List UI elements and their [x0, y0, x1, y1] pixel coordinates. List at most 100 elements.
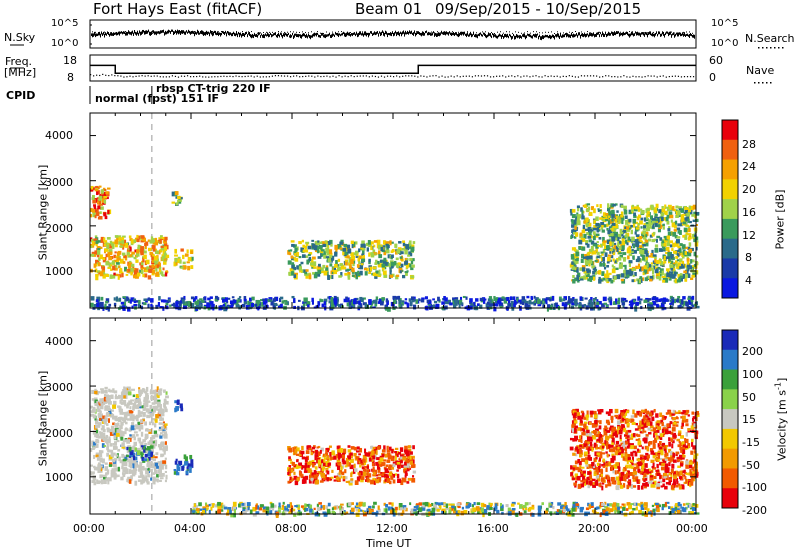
scatter-cell	[321, 303, 325, 308]
scatter-cell	[330, 252, 333, 257]
nave-sample	[444, 76, 446, 78]
scatter-cell	[405, 246, 410, 251]
scatter-cell	[628, 263, 631, 268]
nsky-sample	[629, 33, 630, 38]
scatter-cell	[346, 255, 350, 259]
scatter-cell	[601, 229, 605, 233]
scatter-cell	[578, 246, 583, 250]
scatter-cell	[198, 305, 201, 310]
nsky-sample	[676, 32, 677, 35]
scatter-cell	[376, 457, 380, 461]
nsky-sample	[651, 33, 652, 36]
scatter-cell	[610, 255, 614, 259]
scatter-cell	[293, 475, 297, 480]
scatter-cell	[609, 251, 612, 254]
scatter-cell	[95, 263, 98, 267]
nsearch-sample	[206, 32, 207, 34]
nsearch-sample	[158, 32, 159, 34]
scatter-cell	[102, 269, 106, 275]
nsky-sample	[460, 31, 461, 35]
scatter-cell	[142, 439, 146, 443]
nsky-sample	[482, 34, 483, 37]
nsearch-sample	[518, 31, 519, 33]
scatter-cell	[669, 214, 674, 219]
scatter-cell	[254, 303, 258, 307]
scatter-cell	[599, 217, 603, 220]
scatter-cell	[352, 263, 355, 267]
scatter-cell	[619, 254, 624, 258]
scatter-cell	[342, 460, 346, 465]
nsky-sample	[670, 31, 671, 35]
scatter-cell	[150, 451, 154, 456]
scatter-cell	[340, 466, 343, 471]
scatter-cell	[133, 300, 137, 304]
scatter-cell	[390, 261, 395, 267]
nsearch-sample	[338, 31, 339, 33]
nave-sample	[568, 75, 570, 77]
scatter-cell	[596, 204, 599, 208]
nsky-sample	[432, 32, 433, 36]
scatter-cell	[469, 298, 473, 303]
nsky-sample	[423, 31, 424, 36]
scatter-cell	[327, 244, 330, 250]
scatter-cell	[329, 477, 333, 481]
scatter-cell	[375, 273, 379, 277]
scatter-cell	[156, 401, 161, 405]
scatter-cell	[493, 296, 496, 300]
scatter-cell	[91, 480, 96, 484]
scatter-cell	[479, 304, 483, 309]
scatter-cell	[366, 469, 370, 473]
scatter-cell	[682, 247, 686, 250]
nsky-sample	[641, 32, 642, 35]
scatter-cell	[97, 462, 101, 467]
scatter-cell	[106, 237, 111, 240]
scatter-cell	[589, 277, 593, 282]
scatter-cell	[327, 274, 330, 280]
nave-sample	[293, 75, 295, 77]
scatter-cell	[674, 241, 679, 247]
scatter-cell	[325, 267, 329, 271]
scatter-cell	[110, 453, 114, 457]
scatter-cell	[683, 212, 688, 216]
scatter-cell	[349, 300, 352, 305]
scatter-cell	[411, 244, 415, 249]
scatter-cell	[649, 278, 653, 282]
scatter-cell	[614, 260, 617, 264]
scatter-cell	[144, 467, 147, 471]
nave-sample	[250, 75, 252, 77]
scatter-cell	[180, 266, 184, 269]
nsearch-sample	[380, 32, 381, 34]
scatter-cell	[603, 245, 607, 249]
scatter-cell	[630, 224, 634, 228]
scatter-cell	[678, 299, 681, 304]
scatter-cell	[127, 299, 132, 303]
nsky-sample	[351, 33, 352, 36]
nave-sample	[474, 75, 477, 77]
scatter-cell	[311, 256, 316, 260]
scatter-cell	[121, 446, 125, 449]
scatter-cell	[143, 447, 146, 453]
nave-sample	[556, 75, 558, 77]
scatter-cell	[137, 413, 141, 418]
scatter-cell	[660, 302, 665, 308]
scatter-cell	[106, 405, 111, 408]
scatter-cell	[642, 225, 647, 229]
scatter-cell	[477, 303, 480, 306]
scatter-cell	[344, 261, 348, 266]
nsearch-sample	[566, 32, 567, 34]
nsky-sample	[639, 32, 640, 36]
nave-sample	[256, 75, 258, 77]
scatter-cell	[618, 215, 622, 221]
nsky-sample	[276, 35, 277, 38]
scatter-cell	[150, 303, 153, 307]
scatter-cell	[131, 472, 135, 476]
scatter-cell	[681, 223, 686, 226]
scatter-cell	[603, 266, 607, 270]
scatter-cell	[632, 274, 635, 277]
scatter-cell	[374, 262, 378, 266]
scatter-cell	[155, 465, 159, 469]
scatter-cell	[390, 466, 395, 470]
nsearch-sample	[560, 32, 561, 34]
scatter-cell	[129, 238, 133, 241]
scatter-cell	[615, 267, 619, 271]
